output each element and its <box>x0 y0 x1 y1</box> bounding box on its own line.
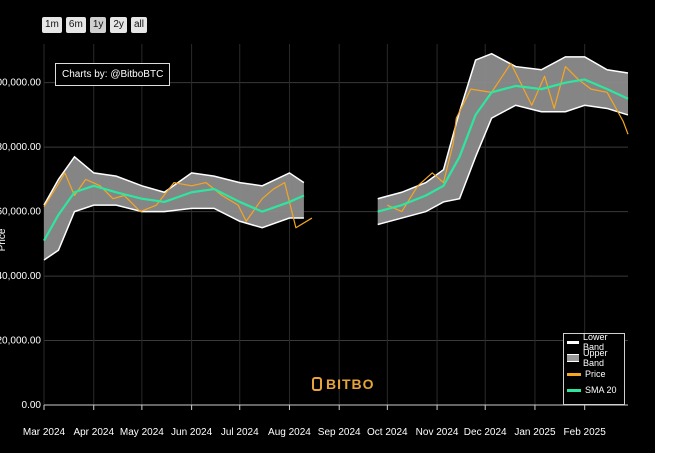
price-line <box>387 62 629 213</box>
y-tick-label: 60,000.00 <box>0 207 41 218</box>
legend: Lower Band Upper Band Price SMA 20 <box>563 332 625 405</box>
range-button-all[interactable]: all <box>130 17 147 33</box>
legend-label-lower: Lower Band <box>582 332 608 352</box>
x-tick-label: Nov 2024 <box>416 427 459 438</box>
x-tick-label: Feb 2025 <box>564 427 607 438</box>
y-tick-label: 20,000.00 <box>0 336 41 347</box>
x-tick-label: May 2024 <box>120 427 164 438</box>
y-tick-label: 40,000.00 <box>0 271 41 282</box>
legend-item-price[interactable]: Price <box>567 366 624 382</box>
range-button-6m[interactable]: 6m <box>65 17 86 33</box>
bitbo-logo-icon <box>312 377 322 391</box>
bitbo-logo: BITBO <box>312 376 375 392</box>
x-tick-label: Oct 2024 <box>367 427 408 438</box>
bitbo-logo-text: BITBO <box>326 376 375 392</box>
legend-swatch-sma <box>567 388 581 392</box>
range-button-1m[interactable]: 1m <box>42 17 62 33</box>
x-tick-label: Apr 2024 <box>73 427 114 438</box>
legend-label-sma: SMA 20 <box>585 385 617 395</box>
legend-label-upper: Upper Band <box>582 348 608 368</box>
x-axis: Mar 2024 Apr 2024 May 2024 Jun 2024 Jul 2024… <box>23 404 628 438</box>
x-tick-label: Jan 2025 <box>514 427 556 438</box>
x-tick-label: Dec 2024 <box>464 427 507 438</box>
lower-band-line <box>377 104 629 226</box>
x-tick-label: Mar 2024 <box>23 427 66 438</box>
legend-swatch-price <box>567 372 581 376</box>
sma-line <box>377 78 629 213</box>
page-margin <box>655 0 680 453</box>
x-tick-label: Sep 2024 <box>318 427 361 438</box>
y-tick-label: 0.00 <box>22 400 42 411</box>
x-tick-label: Jun 2024 <box>171 427 213 438</box>
y-axis-side-label: Price <box>0 228 8 251</box>
sma-line <box>43 184 305 242</box>
range-selector: 1m 6m 1y 2y all <box>42 17 147 33</box>
range-button-1y[interactable]: 1y <box>89 17 107 33</box>
legend-item-upper[interactable]: Upper Band <box>567 348 624 368</box>
range-button-2y[interactable]: 2y <box>110 17 127 33</box>
x-tick-label: Jul 2024 <box>221 427 259 438</box>
series-lines <box>43 62 629 242</box>
legend-label-price: Price <box>585 369 606 379</box>
upper-band-line <box>43 155 305 206</box>
lower-band-line <box>43 204 304 261</box>
band-area <box>43 52 629 261</box>
y-tick-label: 80,000.00 <box>0 142 41 153</box>
chart-credit: Charts by: @BitboBTC <box>55 63 171 86</box>
x-tick-label: Aug 2024 <box>268 427 311 438</box>
legend-swatch-lower <box>567 340 579 344</box>
legend-item-lower[interactable]: Lower Band <box>567 332 624 352</box>
y-axis: 0.00 20,000.00 40,000.00 60,000.00 80,000.00… <box>0 78 41 411</box>
legend-swatch-upper <box>567 354 579 362</box>
upper-band-line <box>377 52 629 200</box>
legend-item-sma[interactable]: SMA 20 <box>567 382 624 398</box>
band-fill <box>377 53 628 225</box>
y-tick-label: 100,000.00 <box>0 78 41 89</box>
